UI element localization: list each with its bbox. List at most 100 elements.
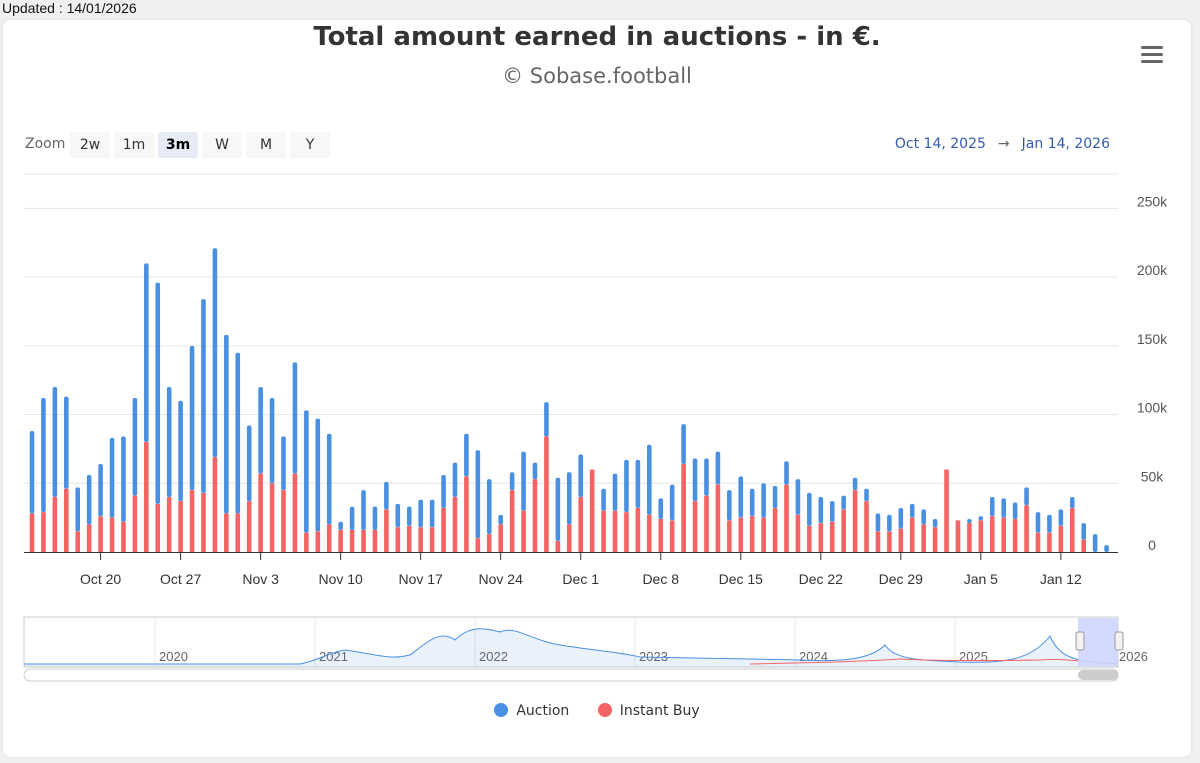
auction-bar bbox=[384, 481, 389, 510]
auction-bar bbox=[498, 514, 503, 525]
instant-buy-bar bbox=[372, 530, 378, 552]
instant-buy-bar bbox=[395, 527, 401, 552]
auction-bar bbox=[349, 506, 355, 531]
auction-bar bbox=[898, 508, 904, 529]
auction-bar bbox=[1001, 498, 1006, 518]
zoom-1m-button[interactable]: 1m bbox=[114, 132, 154, 158]
auction-bar bbox=[63, 396, 69, 489]
instant-buy-bar bbox=[144, 442, 149, 552]
y-tick-label: 200k bbox=[1137, 262, 1168, 278]
auction-bar bbox=[418, 499, 423, 528]
legend-label-auction: Auction bbox=[516, 703, 570, 719]
legend-item-auction[interactable]: Auction bbox=[494, 703, 569, 719]
auction-bar bbox=[1092, 534, 1098, 552]
auction-bar bbox=[875, 513, 881, 532]
instant-buy-bar bbox=[1024, 505, 1029, 552]
x-tick-label: Nov 17 bbox=[398, 571, 443, 587]
auction-bar bbox=[967, 519, 972, 524]
auction-bar bbox=[52, 387, 58, 498]
auction-bar bbox=[372, 506, 378, 531]
instant-buy-bar bbox=[772, 508, 778, 552]
auction-bar bbox=[738, 476, 744, 518]
auction-bar bbox=[829, 501, 835, 522]
auction-bar bbox=[235, 352, 241, 514]
instant-buy-bar bbox=[63, 488, 69, 552]
range-to-input[interactable]: Jan 14, 2026 bbox=[1021, 136, 1110, 152]
navigator-line-auction bbox=[24, 628, 1119, 665]
range-arrow: → bbox=[997, 136, 1010, 152]
instant-buy-bar bbox=[704, 495, 709, 552]
instant-buy-bar bbox=[681, 464, 686, 552]
navigator-year-label: 2023 bbox=[639, 649, 668, 664]
instant-buy-bar bbox=[178, 501, 183, 552]
instant-buy-bar bbox=[224, 513, 229, 552]
x-tick-label: Oct 27 bbox=[160, 571, 201, 587]
y-tick-label: 100k bbox=[1137, 400, 1168, 416]
navigator-year-label: 2026 bbox=[1119, 649, 1148, 664]
chart-subtitle: © Sobase.football bbox=[502, 64, 692, 88]
auction-bar bbox=[647, 444, 652, 515]
hamburger-menu-icon[interactable] bbox=[1141, 46, 1163, 64]
zoom-2w-button[interactable]: 2w bbox=[70, 132, 110, 158]
instant-buy-bar bbox=[326, 524, 332, 552]
instant-buy-bar bbox=[452, 497, 458, 552]
auction-bar bbox=[566, 472, 572, 525]
instant-buy-bar bbox=[807, 525, 812, 552]
instant-buy-bar bbox=[566, 524, 572, 552]
instant-buy-bar bbox=[235, 513, 241, 552]
x-tick-label: Nov 3 bbox=[242, 571, 279, 587]
instant-buy-bar bbox=[921, 524, 926, 552]
instant-buy-bar bbox=[1058, 525, 1064, 552]
instant-buy-bar bbox=[749, 516, 755, 552]
instant-buy-bar bbox=[509, 490, 515, 552]
zoom-m-button[interactable]: M bbox=[246, 132, 286, 158]
navigator[interactable]: 2020 2021 2022 2023 2024 2025 2026 bbox=[23, 616, 1148, 682]
instant-buy-bar bbox=[715, 484, 721, 552]
navigator-year-label: 2022 bbox=[479, 649, 508, 664]
auction-bar bbox=[841, 495, 846, 510]
x-tick-label: Dec 22 bbox=[799, 571, 844, 587]
chart-title: Total amount earned in auctions - in €. bbox=[313, 22, 881, 52]
instant-buy-bar bbox=[978, 520, 984, 552]
auction-bar bbox=[727, 490, 732, 521]
instant-buy-bar bbox=[132, 495, 138, 552]
zoom-w-button[interactable]: W bbox=[202, 132, 242, 158]
auction-bar bbox=[178, 400, 183, 502]
instant-buy-bar bbox=[75, 531, 81, 552]
instant-buy-bar bbox=[189, 490, 195, 552]
instant-buy-bar bbox=[989, 516, 995, 552]
zoom-3m-button[interactable]: 3m bbox=[158, 132, 198, 158]
navigator-frame bbox=[23, 616, 1119, 668]
auction-bar bbox=[281, 436, 286, 491]
instant-buy-bar bbox=[738, 517, 744, 552]
instant-buy-bar bbox=[212, 457, 218, 552]
instant-buy-bar bbox=[384, 509, 389, 552]
auction-bar bbox=[109, 437, 115, 518]
instant-buy-bar bbox=[818, 523, 824, 552]
auction-bar bbox=[521, 451, 526, 511]
auction-bar bbox=[989, 497, 995, 517]
navigator-handle bbox=[1114, 631, 1124, 651]
auction-legend-dot bbox=[494, 703, 509, 717]
instant-buy-bar bbox=[406, 525, 412, 552]
auction-bar bbox=[887, 514, 892, 532]
auction-bar bbox=[1024, 487, 1029, 506]
x-tick-label: Nov 10 bbox=[318, 571, 363, 587]
auction-bar bbox=[921, 509, 926, 525]
auction-bar bbox=[395, 503, 401, 528]
bar-series bbox=[29, 248, 1109, 552]
instant-buy-bar bbox=[864, 501, 869, 552]
auction-bar bbox=[361, 490, 366, 531]
y-axis: 0 50k 100k 150k 200k 250k bbox=[1137, 193, 1168, 553]
instant-buy-bar bbox=[418, 527, 423, 552]
instant-buy-bar bbox=[532, 479, 538, 552]
range-from-input[interactable]: Oct 14, 2025 bbox=[894, 136, 986, 152]
zoom-y-button[interactable]: Y bbox=[290, 132, 330, 158]
auction-bar bbox=[852, 477, 858, 491]
instant-buy-bar bbox=[281, 490, 286, 552]
instant-buy-bar bbox=[1069, 508, 1075, 552]
auction-bar bbox=[246, 425, 252, 502]
auction-bar bbox=[1081, 523, 1087, 540]
legend-item-instant-buy[interactable]: Instant Buy bbox=[597, 703, 700, 719]
instant-buy-bar bbox=[669, 520, 675, 552]
